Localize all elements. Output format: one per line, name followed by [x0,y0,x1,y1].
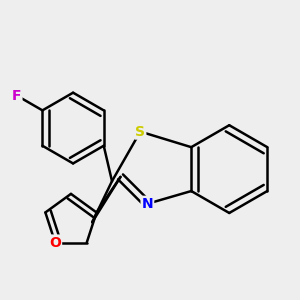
Text: O: O [49,236,61,250]
Text: N: N [142,197,153,211]
Text: S: S [135,124,145,139]
Text: F: F [12,88,21,103]
